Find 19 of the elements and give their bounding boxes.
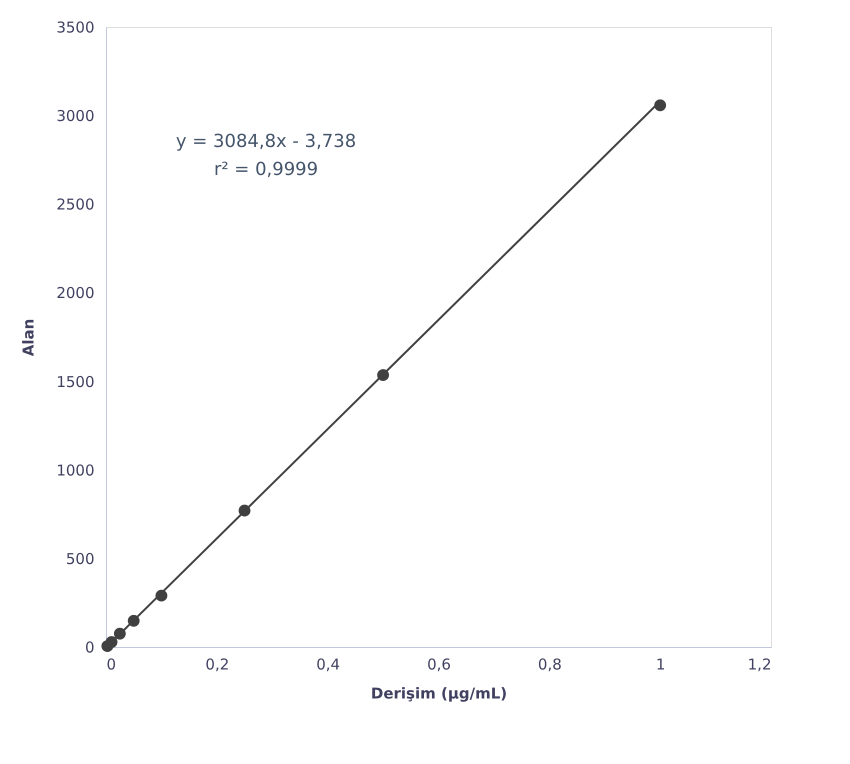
x-tick-label: 0,6 (427, 656, 451, 674)
y-tick-label: 1500 (56, 372, 94, 391)
y-tick-label: 1000 (56, 461, 94, 480)
x-tick-label: 0,8 (538, 656, 562, 674)
annotation: r² = 0,9999 (214, 159, 318, 180)
y-tick-label: 3000 (56, 107, 94, 126)
x-axis-title: Derişim (µg/mL) (370, 684, 508, 702)
x-tick-label: 1,2 (748, 656, 772, 674)
y-tick-label: 2000 (56, 284, 94, 302)
x-tick-label: 0 (106, 656, 116, 674)
x-tick-label: 0,4 (316, 656, 340, 674)
y-tick-label: 0 (84, 638, 94, 656)
x-tick-label: 1 (656, 656, 666, 674)
y-tick-label: 2500 (56, 196, 94, 214)
y-axis-title: Alan (19, 318, 38, 356)
y-tick-label: 3500 (56, 18, 94, 36)
y-tick-label: 500 (66, 550, 94, 568)
annotation: y = 3084,8x - 3,738 (176, 131, 356, 152)
x-tick-label: 0,2 (205, 656, 230, 674)
